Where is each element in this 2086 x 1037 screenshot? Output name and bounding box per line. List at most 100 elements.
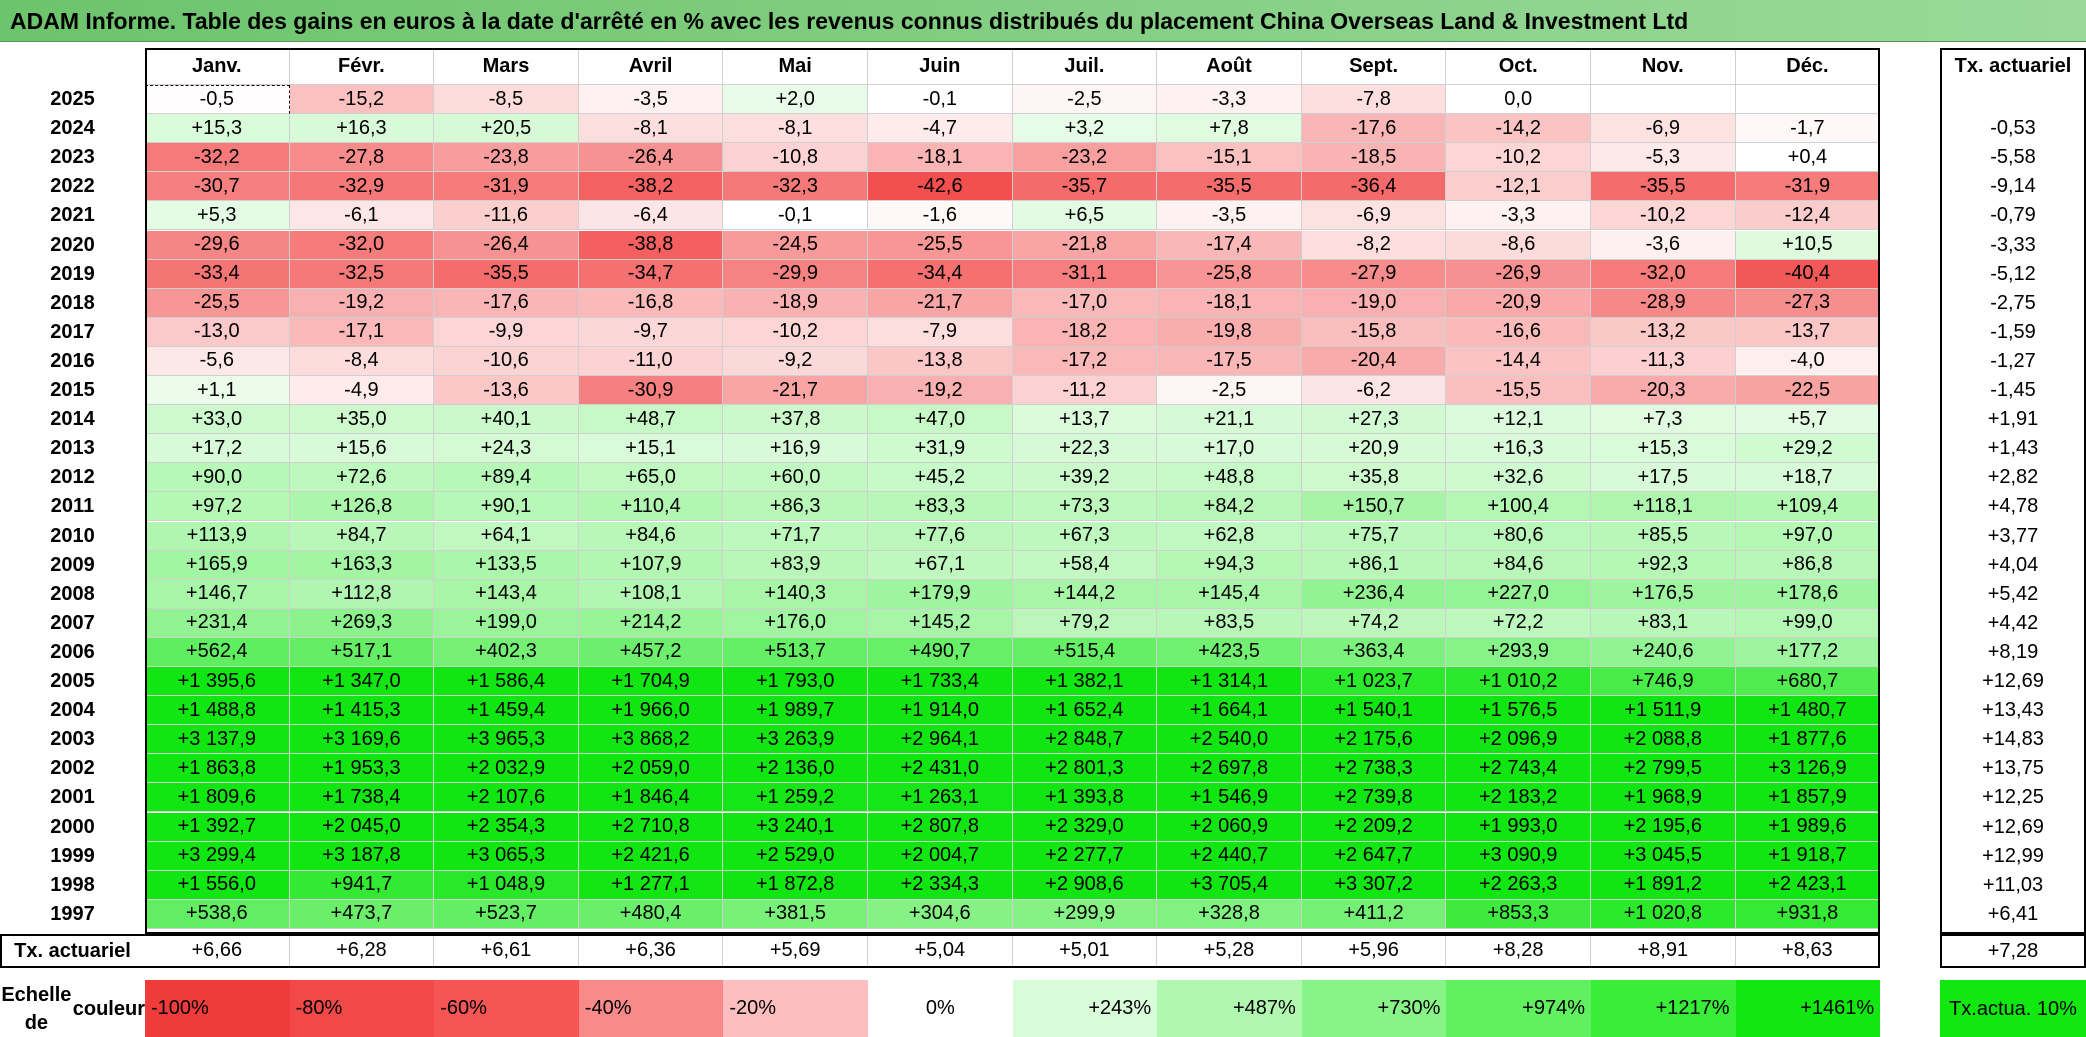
table-cell: +1 540,1: [1301, 696, 1447, 726]
table-cell: +10,5: [1735, 230, 1881, 260]
table-cell: +1 863,8: [145, 754, 290, 784]
table-cell: +37,8: [723, 405, 868, 435]
month-header: Févr.: [289, 48, 435, 85]
table-cell: +140,3: [723, 579, 868, 609]
annual-rate-cell: +8,19: [1987, 640, 2039, 663]
table-cell: -15,8: [1301, 317, 1447, 347]
table-cell: +1 392,7: [145, 812, 290, 842]
table-cell: -14,2: [1446, 114, 1591, 144]
footer-cell: +5,28: [1157, 934, 1302, 968]
table-cell: -19,2: [868, 376, 1013, 406]
table-cell: +1 576,5: [1446, 696, 1591, 726]
table-cell: -8,4: [289, 346, 435, 376]
table-cell: +84,6: [578, 521, 724, 551]
table-cell: +13,7: [1012, 405, 1158, 435]
table-cell: +227,0: [1446, 579, 1591, 609]
table-cell: +3 169,6: [289, 725, 435, 755]
table-cell: +3 137,9: [145, 725, 290, 755]
table-cell: +17,2: [145, 434, 290, 464]
page-title: ADAM Informe. Table des gains en euros à…: [10, 8, 1689, 34]
table-cell: -33,4: [145, 259, 290, 289]
table-cell: +145,4: [1157, 579, 1302, 609]
table-cell: +2 421,6: [578, 841, 724, 871]
table-cell: -40,4: [1735, 259, 1881, 289]
footer-cell: +6,28: [289, 934, 435, 968]
table-cell: +1 809,6: [145, 783, 290, 813]
table-cell: +20,5: [434, 114, 579, 144]
table-cell: +1 914,0: [868, 696, 1013, 726]
table-cell: -14,4: [1446, 346, 1591, 376]
table-cell: +165,9: [145, 550, 290, 580]
table-cell: -27,3: [1735, 288, 1881, 318]
table-cell: +1 846,4: [578, 783, 724, 813]
table-cell: +293,9: [1446, 637, 1591, 667]
table-cell: -12,4: [1735, 201, 1881, 231]
table-cell: +3 705,4: [1157, 870, 1302, 900]
table-cell: +1 020,8: [1591, 899, 1736, 929]
table-cell: -31,9: [434, 172, 579, 202]
table-cell: -6,1: [289, 201, 435, 231]
table-cell: +1 259,2: [723, 783, 868, 813]
table-cell: +2 440,7: [1157, 841, 1302, 871]
footer-cell: +8,63: [1735, 934, 1881, 968]
table-cell: +2 964,1: [868, 725, 1013, 755]
legend-swatch: +487%: [1157, 980, 1302, 1037]
legend-swatch: +1217%: [1591, 980, 1736, 1037]
table-cell: -4,0: [1735, 346, 1881, 376]
table-cell: -3,3: [1157, 85, 1302, 115]
table-cell: +423,5: [1157, 637, 1302, 667]
table-cell: +62,8: [1157, 521, 1302, 551]
table-cell: -16,8: [578, 288, 724, 318]
table-cell: +328,8: [1157, 899, 1302, 929]
table-cell: +16,9: [723, 434, 868, 464]
footer-cell: +5,04: [868, 934, 1013, 968]
table-cell: -1,6: [868, 201, 1013, 231]
table-cell: -11,2: [1012, 376, 1158, 406]
table-cell: +2 799,5: [1591, 754, 1736, 784]
table-cell: +35,0: [289, 405, 435, 435]
table-cell: -20,4: [1301, 346, 1447, 376]
table-cell: +1 891,2: [1591, 870, 1736, 900]
annual-rate-cell: -3,33: [1990, 233, 2036, 256]
table-cell: -31,9: [1735, 172, 1881, 202]
table-cell: +2 032,9: [434, 754, 579, 784]
table-cell: +80,6: [1446, 521, 1591, 551]
table-cell: +199,0: [434, 608, 579, 638]
table-cell: -16,6: [1446, 317, 1591, 347]
table-cell: +58,4: [1012, 550, 1158, 580]
annual-rate-cell: -2,75: [1990, 291, 2036, 314]
table-cell: +97,2: [145, 492, 290, 522]
table-cell: +2 195,6: [1591, 812, 1736, 842]
annual-rate-cell: -1,27: [1990, 349, 2036, 372]
table-cell: +2 059,0: [578, 754, 724, 784]
year-label: 2025: [50, 88, 95, 111]
annual-rate-cell: +6,41: [1987, 902, 2039, 925]
footer-cell: +6,36: [578, 934, 724, 968]
annual-rate-cell: -9,14: [1990, 175, 2036, 198]
table-cell: -6,2: [1301, 376, 1447, 406]
table-cell: +67,3: [1012, 521, 1158, 551]
table-cell: +146,7: [145, 579, 290, 609]
table-cell: -3,5: [578, 85, 724, 115]
table-cell: +363,4: [1301, 637, 1447, 667]
table-cell: -30,9: [578, 376, 724, 406]
table-cell: +7,8: [1157, 114, 1302, 144]
table-cell: +31,9: [868, 434, 1013, 464]
table-cell: -32,2: [145, 143, 290, 173]
table-cell: +2 908,6: [1012, 870, 1158, 900]
legend-rate-line2: actua. 10%: [1976, 997, 2077, 1020]
table-cell: +64,1: [434, 521, 579, 551]
table-cell: +18,7: [1735, 463, 1881, 493]
footer-cell: +6,61: [434, 934, 579, 968]
table-cell: +1 277,1: [578, 870, 724, 900]
table-cell: -34,4: [868, 259, 1013, 289]
year-label: 2000: [50, 815, 95, 838]
annual-rate-cell: -1,59: [1990, 320, 2036, 343]
table-cell: +24,3: [434, 434, 579, 464]
month-header: Mars: [434, 48, 579, 85]
table-cell: +86,8: [1735, 550, 1881, 580]
table-cell: -29,6: [145, 230, 290, 260]
table-cell: +3 187,8: [289, 841, 435, 871]
table-cell: -30,7: [145, 172, 290, 202]
table-cell: +74,2: [1301, 608, 1447, 638]
